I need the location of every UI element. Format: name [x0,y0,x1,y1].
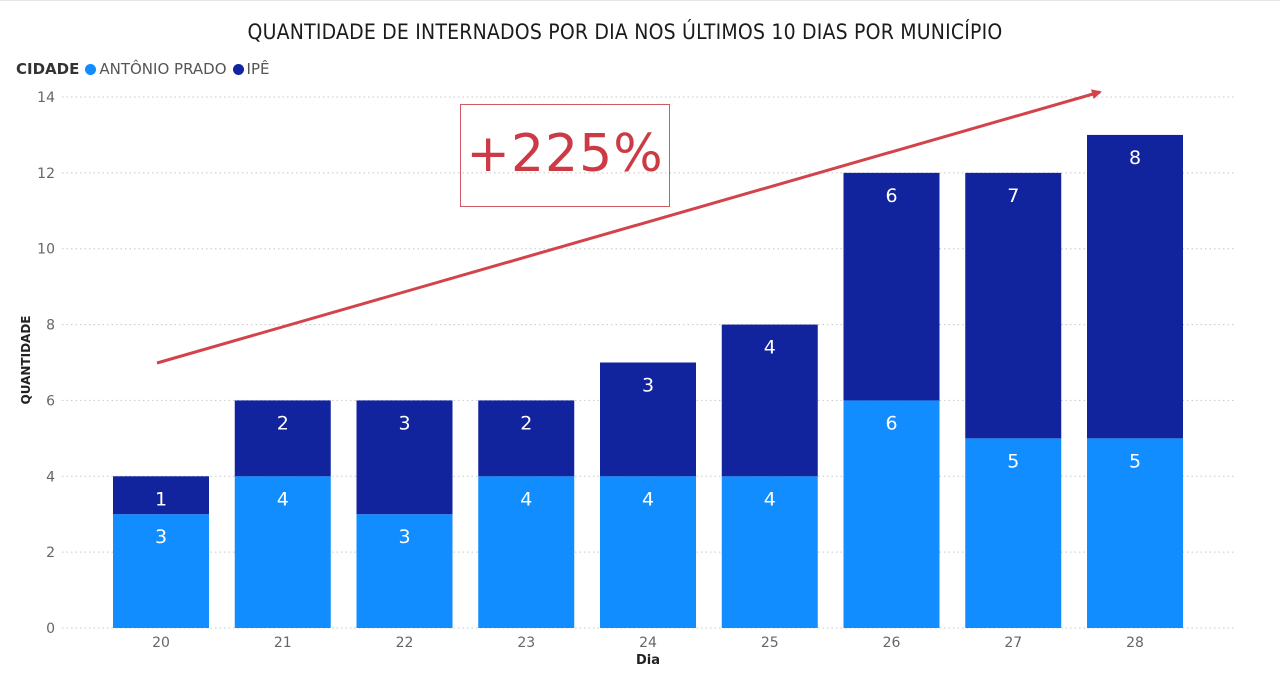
legend-label: ANTÔNIO PRADO [99,60,227,78]
data-label: 3 [155,526,167,548]
bar-ipe[interactable] [600,362,696,477]
data-label: 6 [885,412,897,434]
data-label: 3 [398,526,410,548]
bar-antonio-prado[interactable] [843,400,940,628]
bar-ipe[interactable] [843,172,940,401]
bar-antonio-prado[interactable] [600,476,696,628]
top-divider [0,0,1280,1]
data-label: 4 [520,488,532,510]
legend-item-ipe[interactable]: IPÊ [232,60,270,78]
annotation-text: +225% [466,123,664,184]
data-label: 8 [1129,147,1141,169]
data-label: 4 [764,337,776,359]
bar-antonio-prado[interactable] [478,476,575,628]
data-label: 3 [398,412,410,434]
legend-label: IPÊ [246,60,270,78]
bar-antonio-prado[interactable] [965,438,1062,628]
y-tick-label: 4 [46,469,55,485]
y-tick-label: 8 [46,318,55,334]
y-tick-label: 10 [37,242,55,258]
data-label: 1 [155,488,167,510]
data-label: 3 [642,375,654,397]
legend: CIDADE ANTÔNIO PRADO IPÊ [16,60,275,78]
legend-item-antonio-prado[interactable]: ANTÔNIO PRADO [85,60,227,78]
x-axis-label: Dia [635,653,661,668]
bar-antonio-prado[interactable] [721,476,818,628]
legend-dot-icon [232,63,244,75]
data-label: 6 [885,185,897,207]
bar-antonio-prado[interactable] [113,514,209,628]
bar-antonio-prado[interactable] [356,514,453,628]
bar-ipe[interactable] [965,172,1062,439]
x-tick-label: 28 [1126,635,1144,651]
bar-antonio-prado[interactable] [1087,438,1183,628]
x-tick-label: 20 [152,635,170,651]
y-tick-label: 0 [46,621,55,637]
bar-ipe[interactable] [721,324,818,477]
x-tick-label: 23 [517,635,535,651]
data-label: 5 [1129,450,1141,472]
x-tick-label: 26 [883,635,901,651]
legend-title: CIDADE [16,60,80,78]
data-label: 4 [764,488,776,510]
trend-arrow [156,89,1102,365]
bar-ipe[interactable] [234,400,331,477]
bar-ipe[interactable] [113,476,209,515]
y-tick-label: 2 [46,545,55,561]
chart-title: QUANTIDADE DE INTERNADOS POR DIA NOS ÚLT… [247,20,1003,44]
data-label: 4 [642,488,654,510]
x-tick-label: 21 [274,635,292,651]
y-tick-label: 6 [46,393,55,409]
bar-ipe[interactable] [1087,134,1183,439]
x-tick-label: 25 [761,635,779,651]
x-tick-label: 24 [639,635,657,651]
x-tick-label: 27 [1004,635,1022,651]
bar-antonio-prado[interactable] [234,476,331,628]
data-label: 4 [277,488,289,510]
data-label: 5 [1007,450,1019,472]
data-label: 2 [520,412,532,434]
y-tick-label: 12 [37,166,55,182]
data-label: 7 [1007,185,1019,207]
annotation-box: +225% [460,104,670,207]
bar-ipe[interactable] [478,400,575,477]
bar-ipe[interactable] [356,400,453,515]
y-axis-label: QUANTIDADE [19,315,33,405]
legend-dot-icon [85,63,97,75]
data-label: 2 [277,412,289,434]
x-tick-label: 22 [396,635,414,651]
y-tick-label: 14 [37,90,55,106]
